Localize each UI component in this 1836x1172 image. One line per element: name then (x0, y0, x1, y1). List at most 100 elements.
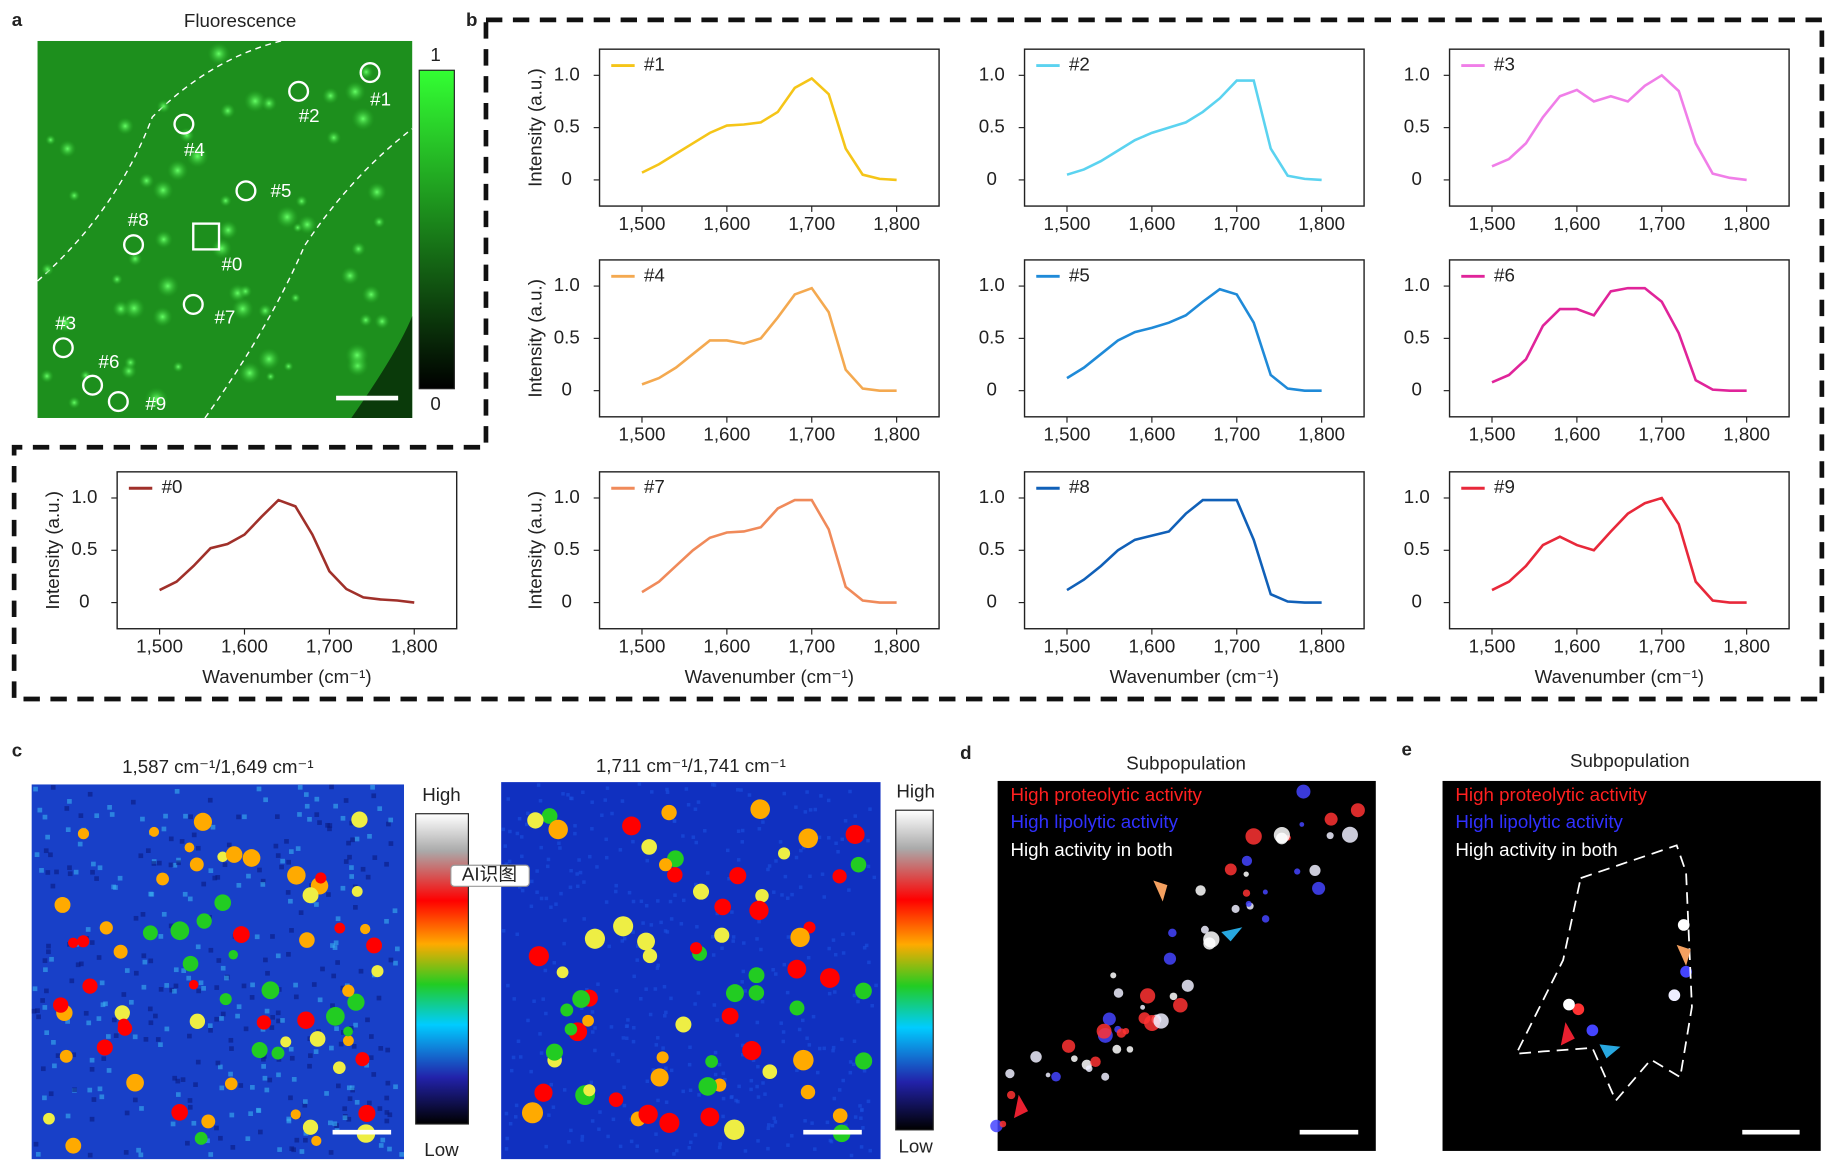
cell-blob (45, 134, 56, 146)
noise (858, 1104, 862, 1108)
noise (89, 1116, 95, 1122)
noise (508, 829, 512, 834)
cell (714, 898, 731, 916)
noise (71, 1052, 77, 1058)
noise (526, 811, 530, 816)
x-tick-label: 1,700 (1213, 635, 1260, 656)
cell (724, 1119, 745, 1140)
noise (547, 1113, 551, 1117)
noise (187, 896, 193, 902)
cell-blob (257, 347, 281, 371)
noise (766, 1126, 771, 1131)
x-tick-label: 1,700 (306, 635, 353, 656)
noise (625, 1036, 629, 1041)
cell (342, 984, 355, 997)
noise (368, 1055, 374, 1060)
noise (87, 791, 93, 797)
noise (756, 1095, 761, 1099)
noise (50, 785, 56, 790)
noise (637, 782, 642, 786)
noise (794, 805, 798, 809)
image-title: 1,711 cm⁻¹/1,741 cm⁻¹ (596, 755, 786, 776)
noise (782, 791, 787, 796)
noise (568, 885, 573, 890)
y-tick-label: 1.0 (979, 63, 1005, 84)
noise (552, 960, 557, 965)
noise (280, 1018, 285, 1023)
y-tick-label: 0 (79, 591, 89, 612)
noise (327, 823, 333, 828)
roi-circle (235, 180, 257, 202)
noise (143, 1036, 149, 1042)
roi-label: #3 (55, 312, 76, 333)
noise (324, 1091, 329, 1096)
noise (760, 999, 765, 1004)
cell (193, 812, 212, 831)
noise (736, 829, 741, 833)
noise (140, 911, 146, 917)
cell-blob (345, 343, 369, 367)
noise (661, 1046, 665, 1050)
overlay-button[interactable]: AI识图 (450, 864, 530, 887)
button-label[interactable]: AI识图 (462, 864, 517, 885)
noise (851, 931, 855, 936)
noise (187, 1104, 193, 1110)
noise (538, 1032, 542, 1036)
noise (806, 955, 811, 960)
noise (46, 943, 51, 949)
noise (349, 874, 355, 879)
cell (721, 1007, 739, 1025)
noise (161, 826, 167, 832)
cell-blob (295, 195, 308, 208)
cell (541, 808, 558, 824)
cell (700, 1107, 720, 1127)
y-tick-label: 0 (987, 379, 997, 400)
noise (377, 806, 383, 811)
roi-circle (52, 337, 74, 359)
noise (538, 799, 543, 803)
colorbar-max: High (422, 784, 461, 805)
cell-blob (367, 182, 387, 202)
cell (1262, 889, 1268, 895)
image-title: 1,587 cm⁻¹/1,649 cm⁻¹ (122, 756, 313, 777)
subpopulation-image (997, 780, 1376, 1151)
noise (45, 834, 50, 840)
noise (236, 882, 242, 888)
button-box[interactable] (450, 864, 530, 887)
noise (831, 938, 836, 942)
noise (644, 903, 649, 908)
noise (195, 845, 201, 851)
noise (314, 812, 320, 817)
noise (276, 1018, 281, 1024)
noise (106, 1034, 111, 1039)
noise (852, 1039, 857, 1044)
noise (187, 1033, 192, 1039)
noise (158, 1042, 163, 1047)
noise (840, 837, 845, 842)
noise (289, 1055, 295, 1061)
noise (710, 935, 715, 939)
x-tick-label: 1,700 (1638, 424, 1685, 445)
noise (286, 1118, 292, 1124)
y-tick-label: 0.5 (554, 116, 580, 137)
ratio-image (31, 784, 405, 1160)
noise (549, 905, 553, 909)
cell (855, 1052, 873, 1070)
cell (333, 1061, 346, 1074)
noise (256, 786, 262, 792)
cell-blob (322, 87, 339, 105)
noise (307, 816, 312, 822)
noise (293, 994, 299, 1000)
x-tick-label: 1,800 (1298, 213, 1345, 234)
noise (808, 808, 813, 812)
noise (801, 845, 806, 850)
noise (756, 1139, 760, 1143)
noise (34, 852, 40, 857)
cell (242, 849, 261, 867)
noise (504, 1147, 509, 1151)
noise (595, 865, 599, 869)
noise (369, 1034, 374, 1039)
roi-label: #9 (145, 393, 166, 414)
noise (711, 953, 716, 957)
noise (69, 978, 75, 984)
